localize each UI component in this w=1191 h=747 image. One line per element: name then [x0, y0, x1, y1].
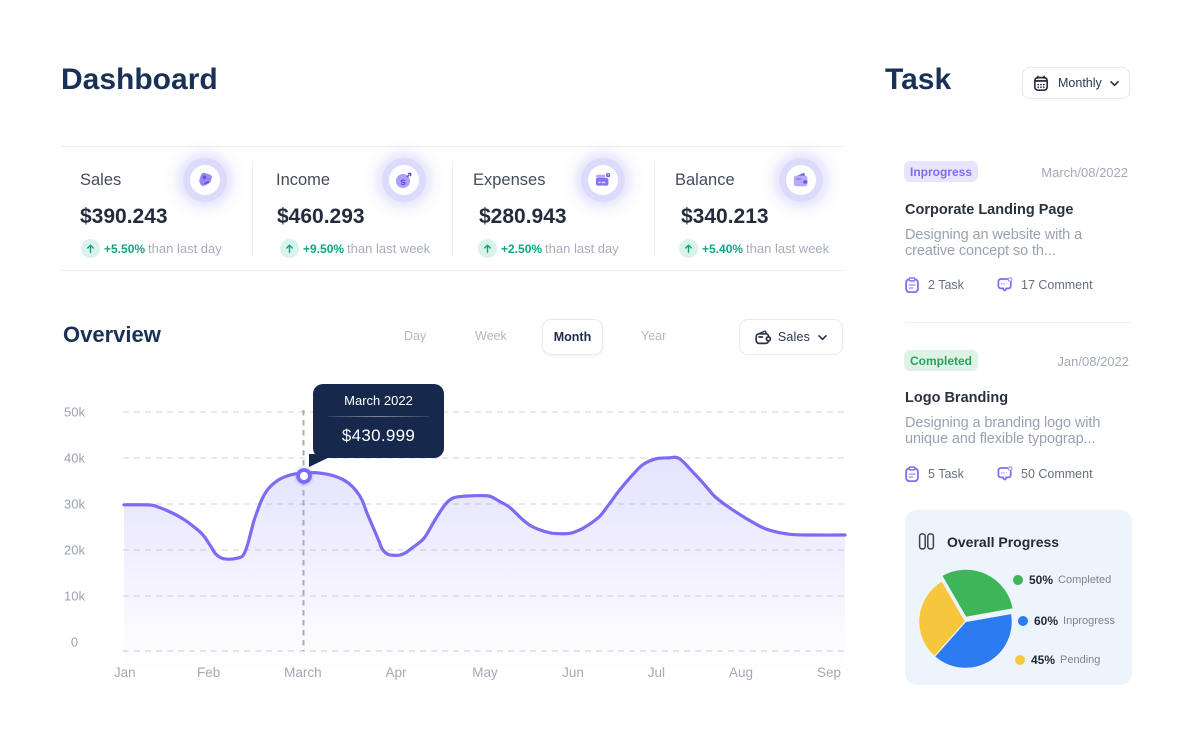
svg-text:0: 0 — [71, 635, 78, 650]
svg-text:30k: 30k — [64, 497, 85, 512]
svg-text:40k: 40k — [64, 451, 85, 466]
svg-text:10k: 10k — [64, 589, 85, 604]
svg-text:50k: 50k — [64, 405, 85, 420]
svg-text:s: s — [400, 176, 406, 188]
svg-text:20k: 20k — [64, 543, 85, 558]
